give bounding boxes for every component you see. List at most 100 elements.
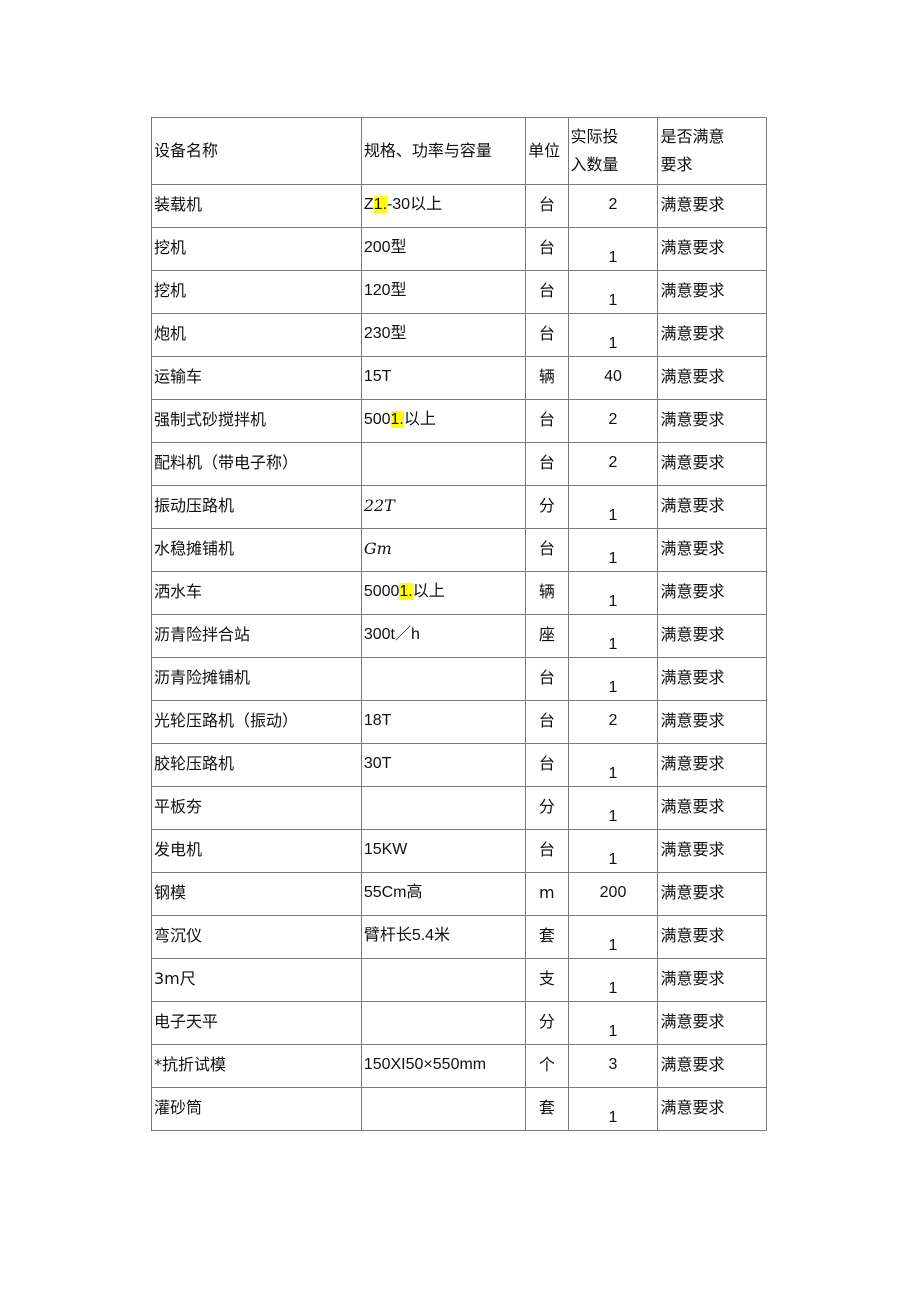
header-satisfied-line1: 是否满意 <box>660 127 725 146</box>
spec-text: 以上 <box>412 583 445 600</box>
quantity-value: 2 <box>608 454 618 471</box>
satisfaction-cell: 满意要求 <box>657 184 767 228</box>
satisfaction-cell: 满意要求 <box>657 657 767 701</box>
unit-cell: 支 <box>525 958 569 1002</box>
spec-cell <box>360 442 527 486</box>
spec-cell: 120型 <box>360 270 527 314</box>
table-row: 电子天平 分 1 满意要求 <box>151 1001 767 1045</box>
header-qty-line1: 实际投 <box>570 127 619 146</box>
quantity-value: 2 <box>608 411 618 428</box>
quantity-value: 1 <box>608 593 618 610</box>
quantity-value: 200 <box>599 884 627 901</box>
spec-text: 30T <box>363 755 392 772</box>
unit-cell: 座 <box>525 614 569 658</box>
unit-cell: 台 <box>525 270 569 314</box>
spec-cell: 30T <box>360 743 527 787</box>
satisfaction-cell: 满意要求 <box>657 829 767 873</box>
unit-cell: m <box>525 872 569 916</box>
quantity-cell: 1 <box>567 829 659 873</box>
table-row: 水稳摊铺机 Gm 台 1 满意要求 <box>151 528 767 572</box>
quantity-value: 1 <box>608 292 618 309</box>
table-header-row: 设备名称 规格、功率与容量 单位 实际投 入数量 是否满意 要求 <box>151 117 767 185</box>
quantity-value: 1 <box>608 335 618 352</box>
satisfaction-cell: 满意要求 <box>657 614 767 658</box>
unit-cell: 台 <box>525 399 569 443</box>
header-satisfied: 是否满意 要求 <box>657 117 767 185</box>
quantity-cell: 2 <box>567 442 659 486</box>
table-row: 灌砂筒 套 1 满意要求 <box>151 1087 767 1131</box>
equipment-name-cell: 挖机 <box>151 227 362 271</box>
quantity-cell: 1 <box>567 485 659 529</box>
satisfaction-cell: 满意要求 <box>657 872 767 916</box>
table-row: 钢模 55Cm高 m 200 满意要求 <box>151 872 767 916</box>
satisfaction-cell: 满意要求 <box>657 571 767 615</box>
spec-text: 15KW <box>363 841 408 858</box>
quantity-value: 1 <box>608 249 618 266</box>
spec-cell <box>360 657 527 701</box>
satisfaction-cell: 满意要求 <box>657 528 767 572</box>
equipment-name-cell: 发电机 <box>151 829 362 873</box>
quantity-value: 1 <box>608 507 618 524</box>
satisfaction-cell: 满意要求 <box>657 442 767 486</box>
equipment-name-cell: 沥青险摊铺机 <box>151 657 362 701</box>
quantity-value: 2 <box>608 712 618 729</box>
quantity-cell: 1 <box>567 958 659 1002</box>
spec-text: 500 <box>363 411 391 428</box>
unit-cell: 台 <box>525 528 569 572</box>
quantity-value: 40 <box>604 368 622 385</box>
header-qty-line2: 入数量 <box>570 155 619 174</box>
satisfaction-cell: 满意要求 <box>657 227 767 271</box>
spec-text: 120型 <box>363 282 407 299</box>
quantity-cell: 1 <box>567 657 659 701</box>
quantity-cell: 1 <box>567 528 659 572</box>
quantity-cell: 1 <box>567 571 659 615</box>
quantity-value: 1 <box>608 765 618 782</box>
satisfaction-cell: 满意要求 <box>657 786 767 830</box>
table-row: 平板夯 分 1 满意要求 <box>151 786 767 830</box>
table-row: 沥青险拌合站 300t／h 座 1 满意要求 <box>151 614 767 658</box>
equipment-name-cell: 3m尺 <box>151 958 362 1002</box>
equipment-name-cell: 灌砂筒 <box>151 1087 362 1131</box>
equipment-name-cell: 光轮压路机（振动） <box>151 700 362 744</box>
equipment-name-cell: 炮机 <box>151 313 362 357</box>
quantity-cell: 1 <box>567 1087 659 1131</box>
spec-text: 18T <box>363 712 392 729</box>
quantity-cell: 1 <box>567 270 659 314</box>
spec-cell <box>360 786 527 830</box>
table-row: 沥青险摊铺机 台 1 满意要求 <box>151 657 767 701</box>
quantity-value: 1 <box>608 937 618 954</box>
spec-cell: Gm <box>360 528 527 572</box>
quantity-cell: 2 <box>567 184 659 228</box>
spec-text: Gm <box>363 539 392 558</box>
equipment-name-cell: 强制式砂搅拌机 <box>151 399 362 443</box>
satisfaction-cell: 满意要求 <box>657 1087 767 1131</box>
spec-text: 臂杆长5.4米 <box>363 927 451 944</box>
satisfaction-cell: 满意要求 <box>657 700 767 744</box>
spec-cell: 230型 <box>360 313 527 357</box>
equipment-name-cell: 沥青险拌合站 <box>151 614 362 658</box>
unit-cell: 台 <box>525 313 569 357</box>
equipment-table: 设备名称 规格、功率与容量 单位 实际投 入数量 是否满意 要求 装载机 Z1.-… <box>151 117 767 1131</box>
satisfaction-cell: 满意要求 <box>657 399 767 443</box>
spec-highlighted-text: 1. <box>390 411 404 428</box>
equipment-name-cell: 胶轮压路机 <box>151 743 362 787</box>
quantity-cell: 200 <box>567 872 659 916</box>
equipment-name-cell: 洒水车 <box>151 571 362 615</box>
header-unit: 单位 <box>525 117 569 185</box>
spec-text: 15T <box>363 368 392 385</box>
table-row: 弯沉仪 臂杆长5.4米 套 1 满意要求 <box>151 915 767 959</box>
quantity-cell: 1 <box>567 743 659 787</box>
satisfaction-cell: 满意要求 <box>657 915 767 959</box>
quantity-cell: 2 <box>567 700 659 744</box>
quantity-value: 1 <box>608 636 618 653</box>
spec-cell: 300t／h <box>360 614 527 658</box>
unit-cell: 台 <box>525 184 569 228</box>
quantity-value: 1 <box>608 980 618 997</box>
table-row: 配料机（带电子称） 台 2 满意要求 <box>151 442 767 486</box>
table-row: 振动压路机 22T 分 1 满意要求 <box>151 485 767 529</box>
spec-text: -30以上 <box>386 196 443 213</box>
spec-text: 300t／h <box>363 626 420 643</box>
table-row: 发电机 15KW 台 1 满意要求 <box>151 829 767 873</box>
equipment-name-cell: 挖机 <box>151 270 362 314</box>
quantity-cell: 1 <box>567 313 659 357</box>
